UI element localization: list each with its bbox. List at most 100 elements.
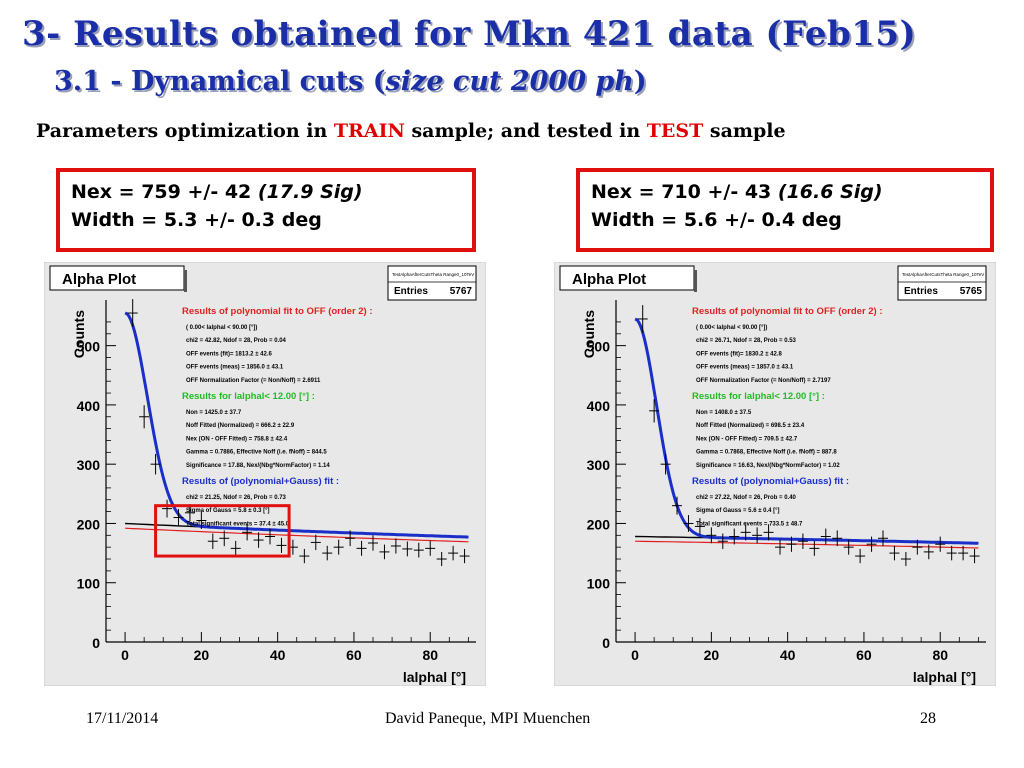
plot-title-shadow bbox=[694, 270, 697, 292]
x-tick-label: 80 bbox=[422, 647, 438, 663]
stats-name: TestAlphaAfterCutsTheta Range0_10TeV bbox=[392, 272, 474, 277]
y-tick-label: 100 bbox=[77, 576, 101, 592]
fit-annotation-line: OFF events (fit)= 1830.2 ± 42.8 bbox=[696, 351, 782, 357]
data-point bbox=[763, 524, 774, 541]
data-point bbox=[345, 530, 356, 547]
fit-annotation-line: Noff Fitted (Normalized) = 666.2 ± 22.9 bbox=[186, 423, 295, 429]
footer-date: 17/11/2014 bbox=[86, 710, 159, 727]
footer-page-number: 28 bbox=[920, 710, 936, 727]
stats-box bbox=[387, 265, 477, 301]
data-point bbox=[368, 535, 379, 551]
data-point bbox=[912, 539, 923, 555]
x-tick-label: 0 bbox=[631, 647, 639, 663]
plot-title-box bbox=[49, 265, 185, 291]
y-tick-label: 0 bbox=[602, 635, 610, 651]
data-point bbox=[706, 527, 717, 544]
fit-annotation-line: Total significant events = 733.5 ± 48.7 bbox=[696, 521, 803, 527]
fit-annotation-line: Gamma = 0.7886, Effective Noff (i.e. fNo… bbox=[186, 450, 327, 456]
data-point bbox=[729, 528, 740, 545]
fit-annotation-line: Sigma of Gauss = 5.8 ± 0.3 [°] bbox=[186, 508, 270, 514]
data-point bbox=[878, 530, 889, 547]
fit-annotation-line: Results of (polynomial+Gauss) fit : bbox=[692, 476, 849, 487]
stats-entries-label: Entries bbox=[904, 286, 938, 297]
data-point bbox=[900, 552, 911, 567]
data-point bbox=[797, 533, 808, 549]
stats-entries-label: Entries bbox=[394, 286, 428, 297]
params-part2: sample; and tested in bbox=[404, 120, 647, 142]
data-point bbox=[717, 533, 728, 549]
x-axis-label: lalphal [°] bbox=[913, 669, 976, 685]
result-box-train: Nex = 759 +/- 42 (17.9 Sig) Width = 5.3 … bbox=[56, 168, 476, 252]
data-point bbox=[786, 536, 797, 552]
highlight-box bbox=[154, 504, 291, 558]
data-point bbox=[889, 545, 900, 561]
result-box-train-line1: Nex = 759 +/- 42 (17.9 Sig) bbox=[71, 178, 472, 206]
data-point bbox=[459, 548, 470, 564]
plot-title: Alpha Plot bbox=[62, 271, 136, 288]
fit-annotation-line: chi2 = 26.71, Ndof = 28, Prob = 0.53 bbox=[696, 338, 797, 344]
data-point bbox=[139, 405, 150, 429]
y-axis-label: Counts bbox=[581, 310, 597, 358]
fit-annotation-line: Total significant events = 37.4 ± 45.0 bbox=[186, 521, 290, 527]
stats-entries-value: 5765 bbox=[960, 286, 983, 297]
data-point bbox=[866, 536, 877, 552]
data-point bbox=[207, 533, 218, 549]
data-point bbox=[752, 527, 763, 544]
data-point bbox=[162, 499, 173, 518]
fit-annotation-line: Non = 1408.0 ± 37.5 bbox=[696, 410, 752, 416]
fit-annotation-line: ( 0.00< lalphal < 90.00 [°]) bbox=[696, 325, 767, 331]
result-box-test-line2: Width = 5.6 +/- 0.4 deg bbox=[591, 209, 842, 231]
result-box-train-sig: (17.9 Sig) bbox=[257, 181, 363, 203]
result-box-train-nex: Nex = 759 +/- 42 bbox=[71, 181, 258, 203]
fit-annotation-line: Nex (ON - OFF Fitted) = 758.8 ± 42.4 bbox=[186, 436, 288, 442]
y-tick-label: 500 bbox=[587, 339, 611, 355]
fit-annotation-line: chi2 = 42.82, Ndof = 28, Prob = 0.04 bbox=[186, 338, 287, 344]
data-point bbox=[150, 453, 161, 475]
off-poly-fit-line bbox=[125, 527, 469, 543]
plot-title: Alpha Plot bbox=[572, 271, 646, 288]
poly-gauss-fit-line bbox=[124, 311, 469, 539]
params-line: Parameters optimization in TRAIN sample;… bbox=[36, 120, 786, 142]
data-point bbox=[820, 528, 831, 545]
result-box-test-line1: Nex = 710 +/- 43 (16.6 Sig) bbox=[591, 178, 990, 206]
alpha-plot-test: Alpha Plot TestAlphaAfterCutsTheta Range0… bbox=[554, 262, 996, 686]
data-point bbox=[969, 548, 980, 564]
data-point bbox=[127, 299, 138, 328]
result-box-train-line2: Width = 5.3 +/- 0.3 deg bbox=[71, 209, 322, 231]
data-point bbox=[253, 532, 264, 548]
data-point bbox=[413, 542, 424, 558]
params-test: TEST bbox=[646, 120, 704, 142]
x-tick-label: 40 bbox=[270, 647, 286, 663]
y-tick-label: 0 bbox=[92, 635, 100, 651]
data-point bbox=[637, 305, 648, 333]
fit-annotation-line: Significance = 17.88, Nex/(Nbg*NormFacto… bbox=[186, 463, 330, 469]
fit-annotation-line: Results of (polynomial+Gauss) fit : bbox=[182, 476, 339, 487]
fit-annotation-line: OFF Normalization Factor (= Non/Noff) = … bbox=[186, 378, 321, 384]
plot-title-shadow bbox=[184, 270, 187, 292]
data-point bbox=[946, 545, 957, 561]
data-point bbox=[649, 399, 660, 423]
params-part1: Parameters optimization in bbox=[36, 120, 334, 142]
data-point bbox=[694, 518, 705, 535]
data-point bbox=[322, 545, 333, 561]
footer-author: David Paneque, MPI Muenchen bbox=[385, 710, 591, 727]
poly-gauss-fit-line bbox=[634, 317, 979, 545]
result-box-test-nex: Nex = 710 +/- 43 bbox=[591, 181, 778, 203]
fit-annotation-line: chi2 = 21.25, Ndof = 26, Prob = 0.73 bbox=[186, 495, 287, 501]
params-train: TRAIN bbox=[333, 120, 405, 142]
data-point bbox=[265, 528, 276, 545]
data-point bbox=[448, 545, 459, 561]
y-tick-label: 400 bbox=[77, 398, 101, 414]
data-point bbox=[660, 453, 671, 475]
fit-annotation-line: Noff Fitted (Normalized) = 698.5 ± 23.4 bbox=[696, 423, 805, 429]
data-point bbox=[276, 537, 287, 553]
fit-annotation-line: OFF events (meas) = 1856.0 ± 43.1 bbox=[186, 365, 284, 371]
y-tick-label: 200 bbox=[587, 516, 611, 532]
data-point bbox=[310, 534, 321, 551]
fit-annotation-line: Nex (ON - OFF Fitted) = 709.5 ± 42.7 bbox=[696, 436, 798, 442]
fit-annotation-line: chi2 = 27.22, Ndof = 26, Prob = 0.40 bbox=[696, 495, 797, 501]
result-box-test: Nex = 710 +/- 43 (16.6 Sig) Width = 5.6 … bbox=[576, 168, 994, 252]
y-tick-label: 200 bbox=[77, 516, 101, 532]
y-tick-label: 300 bbox=[587, 457, 611, 473]
subtitle-prefix: 3.1 - Dynamical cuts ( bbox=[54, 66, 386, 97]
